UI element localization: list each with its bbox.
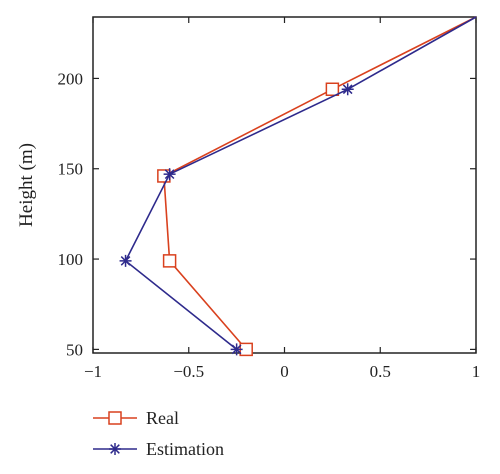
data-point-real — [325, 82, 340, 97]
x-tick-label: 0 — [280, 362, 289, 381]
data-point-real — [162, 254, 177, 268]
x-axis-ticks: −1 −0.5 0 0.5 1 — [84, 17, 480, 381]
y-tick-label: 100 — [58, 250, 84, 269]
legend-item-real: Real — [93, 408, 179, 428]
legend-label: Real — [146, 408, 179, 428]
legend-marker — [108, 411, 122, 425]
x-tick-label: −0.5 — [173, 362, 204, 381]
data-point-estimation — [163, 168, 176, 181]
x-tick-label: −1 — [84, 362, 102, 381]
series-layer — [119, 16, 477, 357]
data-point-estimation — [230, 343, 243, 356]
legend-marker — [109, 443, 121, 455]
legend-label: Estimation — [146, 439, 224, 459]
y-axis-ticks: 50 100 150 200 — [58, 69, 476, 359]
plot-frame — [92, 16, 477, 354]
series-line-estimation — [124, 16, 477, 351]
data-point-estimation — [341, 83, 354, 96]
x-tick-label: 0.5 — [370, 362, 391, 381]
x-tick-label: 1 — [472, 362, 481, 381]
legend-item-estimation: Estimation — [93, 439, 224, 459]
y-tick-label: 50 — [66, 340, 83, 359]
data-point-estimation — [119, 254, 132, 267]
series-line-real — [163, 16, 477, 350]
y-axis-label: Height (m) — [16, 143, 37, 227]
y-tick-label: 150 — [58, 160, 84, 179]
y-tick-label: 200 — [58, 69, 84, 88]
legend: Real Estimation — [93, 408, 224, 459]
